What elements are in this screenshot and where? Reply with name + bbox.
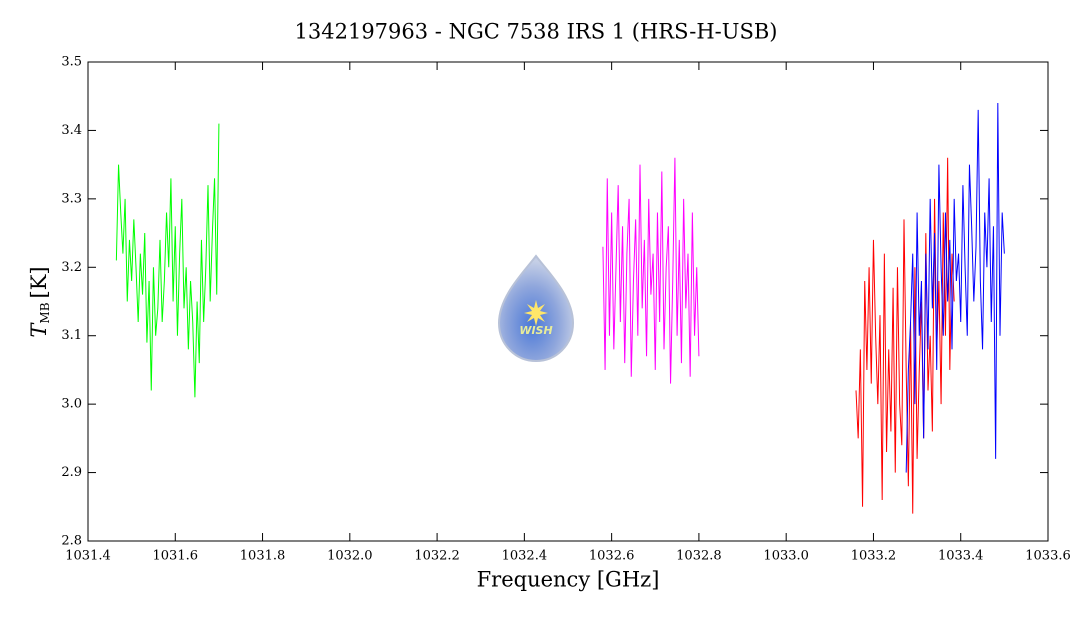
y-tick-label: 3.2	[61, 260, 82, 275]
x-tick-label: 1033.0	[763, 549, 809, 564]
y-tick-label: 3.1	[61, 328, 82, 343]
x-tick-label: 1032.4	[502, 549, 548, 564]
chart-title: 1342197963 - NGC 7538 IRS 1 (HRS-H-USB)	[295, 20, 778, 44]
spectrum-line	[905, 103, 1005, 473]
x-tick-label: 1033.4	[938, 549, 984, 564]
x-tick-label: 1032.6	[589, 549, 635, 564]
spectrum-line	[602, 157, 700, 384]
y-tick-label: 3.4	[61, 123, 82, 138]
y-tick-label: 2.9	[61, 465, 82, 480]
x-axis-label: Frequency [GHz]	[477, 568, 660, 592]
logo-text: WISH	[519, 324, 552, 337]
x-tick-label: 1032.8	[676, 549, 722, 564]
x-tick-label: 1032.2	[414, 549, 460, 564]
plot-frame	[87, 61, 1049, 542]
x-tick-label: 1031.8	[240, 549, 286, 564]
x-tick-label: 1032.0	[327, 549, 373, 564]
y-tick-label: 2.8	[61, 534, 82, 549]
spectrum-line	[855, 157, 955, 514]
x-tick-label: 1031.6	[153, 549, 199, 564]
y-tick-label: 3.5	[61, 55, 82, 70]
logo-star	[524, 300, 548, 326]
x-tick-label: 1033.6	[1025, 549, 1071, 564]
y-tick-label: 3.0	[61, 397, 82, 412]
y-label-subscript: MB	[38, 302, 52, 323]
logo: WISH	[497, 254, 575, 363]
y-label-symbol: T	[27, 322, 51, 338]
x-tick-label: 1031.4	[65, 549, 111, 564]
x-tick-label: 1033.2	[851, 549, 897, 564]
spectrum-line	[115, 123, 220, 398]
y-label-unit: [K]	[27, 266, 51, 298]
y-tick-label: 3.3	[61, 191, 82, 206]
y-axis-label: TMB [K]	[27, 266, 52, 337]
